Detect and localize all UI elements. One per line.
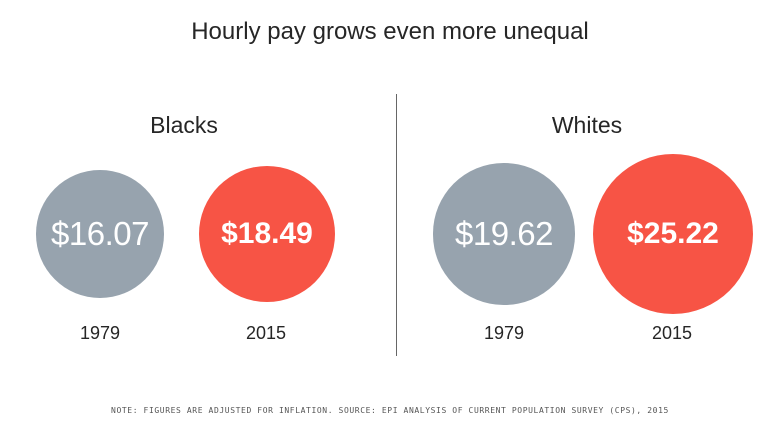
group-label-whites: Whites <box>551 112 623 138</box>
year-label: 2015 <box>651 323 693 343</box>
year-label: 1979 <box>483 323 525 343</box>
bubble-value-label: $25.22 <box>627 217 719 250</box>
bubble-value-label: $18.49 <box>221 216 313 250</box>
group-label-blacks: Blacks <box>150 112 218 138</box>
bubble-whites-1979: $19.62 <box>433 163 575 305</box>
source-note: Note: Figures are adjusted for inflation… <box>111 406 669 415</box>
bubble-value-label: $19.62 <box>455 214 553 252</box>
bubble-whites-2015: $25.22 <box>593 154 753 314</box>
chart-title: Hourly pay grows even more unequal <box>191 18 589 45</box>
group-divider <box>396 94 397 356</box>
year-label: 2015 <box>245 323 287 343</box>
bubble-value-label: $16.07 <box>51 214 149 252</box>
year-label: 1979 <box>79 323 121 343</box>
bubble-blacks-2015: $18.49 <box>198 165 336 303</box>
bubble-blacks-1979: $16.07 <box>36 170 164 298</box>
